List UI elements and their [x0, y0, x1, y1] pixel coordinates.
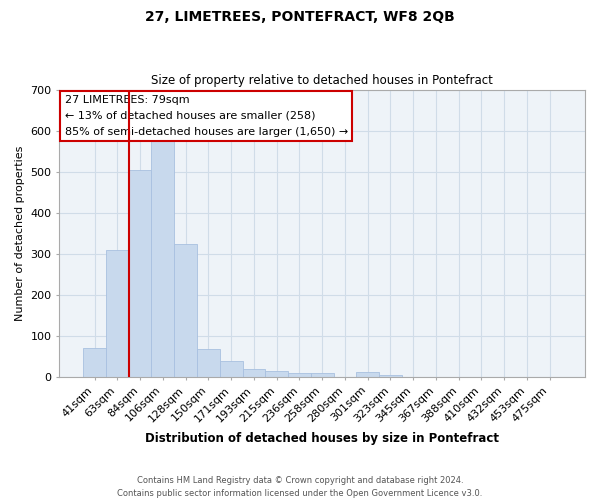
Bar — [356, 372, 379, 377]
Text: 27 LIMETREES: 79sqm
← 13% of detached houses are smaller (258)
85% of semi-detac: 27 LIMETREES: 79sqm ← 13% of detached ho… — [65, 96, 348, 136]
Bar — [151, 141, 174, 377]
Bar — [197, 349, 220, 377]
Bar — [242, 369, 265, 377]
Text: 27, LIMETREES, PONTEFRACT, WF8 2QB: 27, LIMETREES, PONTEFRACT, WF8 2QB — [145, 10, 455, 24]
Bar — [379, 374, 402, 377]
Bar — [129, 170, 151, 377]
Text: Contains HM Land Registry data © Crown copyright and database right 2024.
Contai: Contains HM Land Registry data © Crown c… — [118, 476, 482, 498]
Bar — [288, 373, 311, 377]
Bar — [106, 250, 129, 377]
Bar — [174, 244, 197, 377]
Y-axis label: Number of detached properties: Number of detached properties — [15, 146, 25, 321]
Bar — [83, 348, 106, 377]
Bar — [311, 373, 334, 377]
X-axis label: Distribution of detached houses by size in Pontefract: Distribution of detached houses by size … — [145, 432, 499, 445]
Bar — [265, 372, 288, 377]
Bar — [220, 360, 242, 377]
Title: Size of property relative to detached houses in Pontefract: Size of property relative to detached ho… — [151, 74, 493, 87]
